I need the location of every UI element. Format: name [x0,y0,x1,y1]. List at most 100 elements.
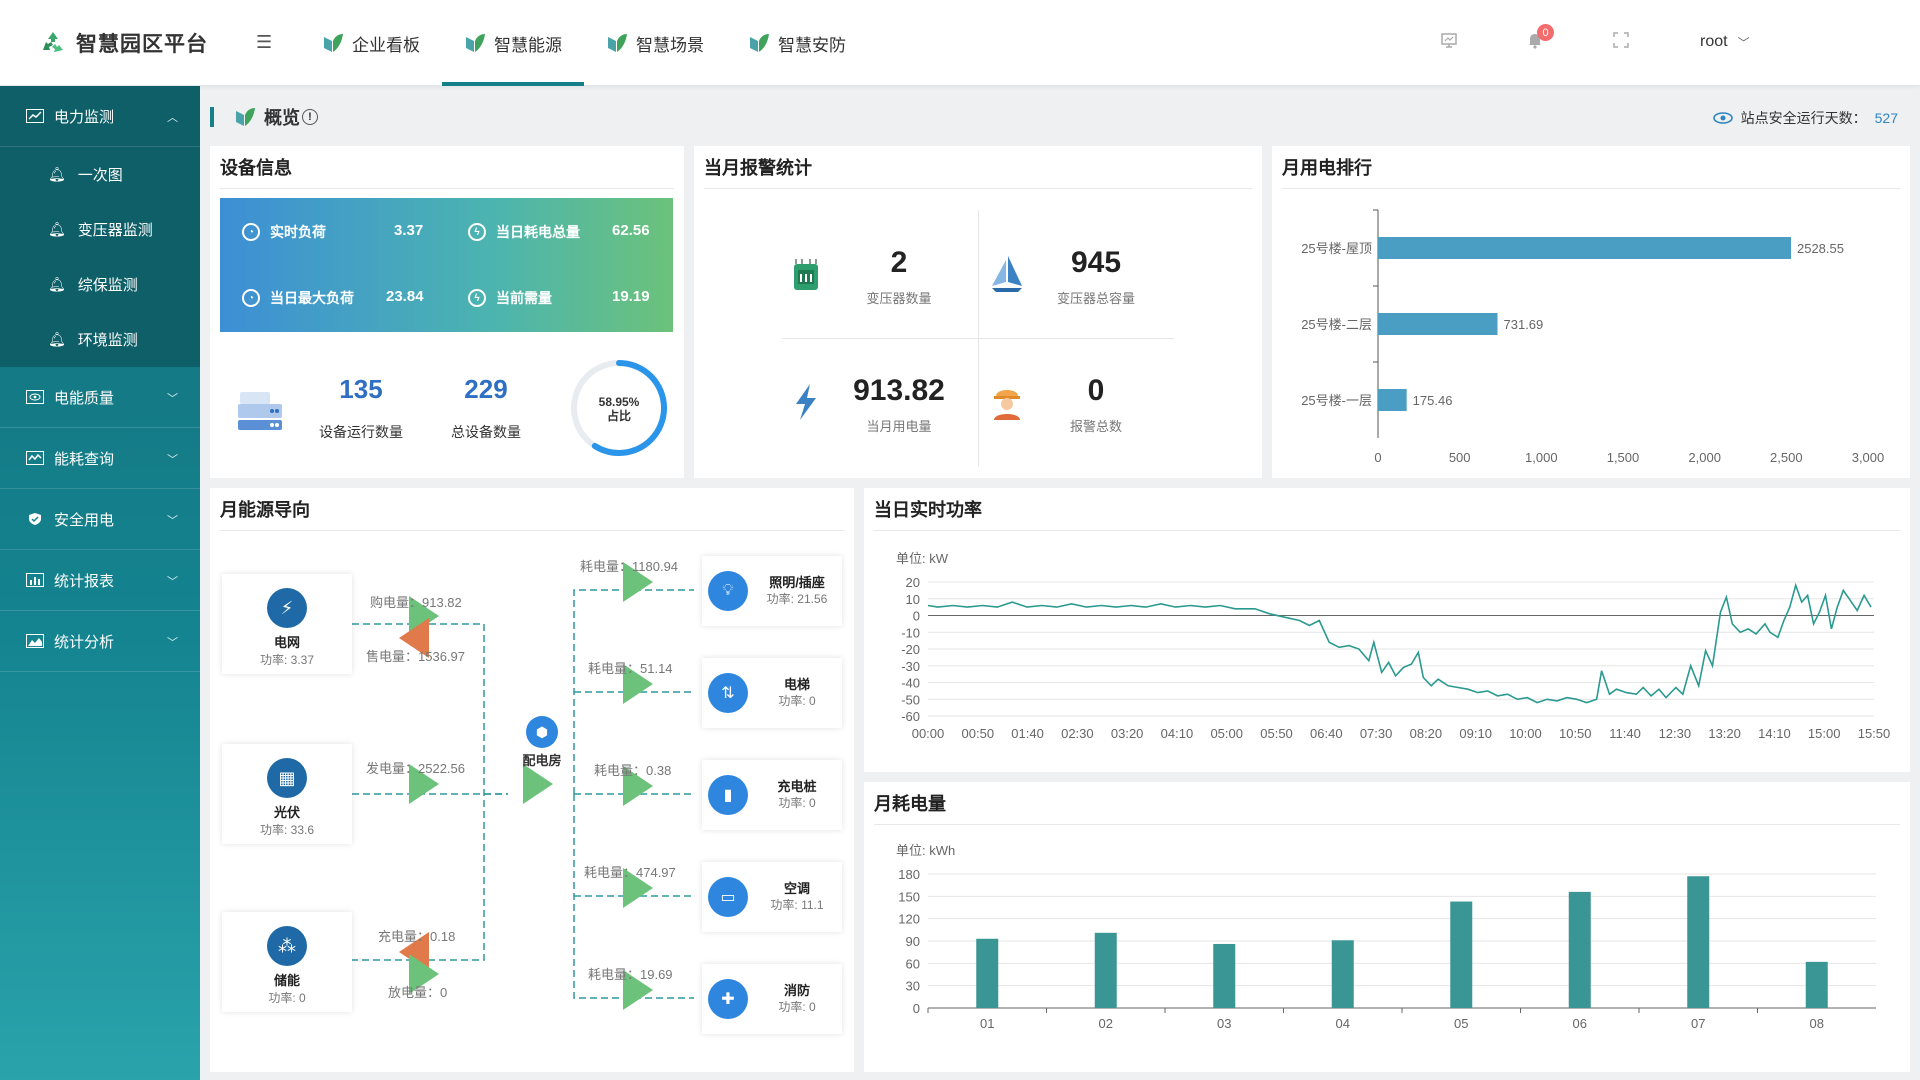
load-lighting[interactable]: 💡︎ 照明/插座 功率: 21.56 [702,556,842,626]
card-title: 当月报警统计 [704,158,812,178]
device-summary-panel: ◔ 实时负荷 3.37 ϟ 当日耗电总量 62.56 ◔ 当日最大负荷 23.84 ϟ… [220,198,673,332]
load-ac[interactable]: ▭ 空调 功率: 11.1 [702,862,842,932]
realtime-x-tick: 08:20 [1410,726,1443,741]
realtime-y-tick: 20 [906,575,920,590]
running-label: 设备运行数量 [319,424,403,440]
top-header: 智慧园区平台 ☰ 企业看板 智慧能源 智慧场景 智慧安防 0 root ﹀ [0,0,1920,86]
chevron-down-icon: ﹀ [167,393,178,405]
sidebar-item-power-monitor[interactable]: 电力监测 ︿ [0,86,200,147]
realtime-y-tick: -20 [901,642,920,657]
screen-icon[interactable] [1440,31,1458,54]
realtime-x-tick: 15:00 [1808,726,1841,741]
ranking-value-label: 175.46 [1413,393,1453,408]
app-logo[interactable]: 智慧园区平台 [40,28,208,58]
buy-label: 购电量：913.82 [370,595,462,610]
card-title: 月耗电量 [874,794,946,814]
flow-lines [352,562,694,1010]
realtime-unit-label: 单位: kW [896,551,949,566]
realtime-x-tick: 05:00 [1210,726,1243,741]
bell-icon: 🔔︎ [48,221,66,237]
sidebar-item-analysis[interactable]: 统计分析 ﹀ [0,611,200,672]
nav-smart-security[interactable]: 智慧安防 [726,0,868,86]
load-elevator[interactable]: ⇅ 电梯 功率: 0 [702,658,842,728]
ranking-value-label: 2528.55 [1797,241,1844,256]
safe-days-value: 527 [1874,110,1898,126]
card-title: 月用电排行 [1282,158,1372,178]
realtime-y-tick: -50 [901,692,920,707]
realtime-x-tick: 05:50 [1260,726,1293,741]
bell-icon: 🔔︎ [48,331,66,347]
sidebar-item-power-quality[interactable]: 电能质量 ﹀ [0,367,200,428]
cube-icon: ⬢ [526,716,558,748]
nav-smart-energy[interactable]: 智慧能源 [442,0,584,86]
monthly-y-tick: 60 [906,956,920,971]
hub-distribution-room[interactable]: ⬢ 配电房 [512,716,572,769]
realtime-x-tick: 14:10 [1758,726,1791,741]
sell-label: 售电量：1536.97 [366,649,465,664]
safe-days: 站点安全运行天数： 527 [1712,108,1898,128]
monthly-y-tick: 90 [906,934,920,949]
gauge-icon: ◔ [242,223,260,241]
sidebar-sub-item[interactable]: 🔔︎ 变压器监测 [48,221,153,239]
sidebar-item-reports[interactable]: 统计报表 ﹀ [0,550,200,611]
source-storage[interactable]: ⁂ 储能 功率: 0 [222,912,352,1012]
sidebar-sub-item[interactable]: 🔔︎ 一次图 [48,166,123,184]
bell-icon: 🔔︎ [48,166,66,182]
transformer-count: 2 [890,246,908,279]
consumption-charger: 耗电量：0.38 [594,763,672,778]
breadcrumb: 概览 ! 站点安全运行天数： 527 [210,100,1910,134]
monthly-y-tick: 0 [913,1001,920,1016]
nav-smart-scene[interactable]: 智慧场景 [584,0,726,86]
ranking-value-label: 731.69 [1504,317,1544,332]
card-title: 设备信息 [220,158,292,178]
ranking-bar [1378,389,1407,411]
air-conditioner-icon: ▭ [708,877,748,917]
running-count: 135 [339,374,383,404]
realtime-x-tick: 10:00 [1509,726,1542,741]
info-icon[interactable]: ! [302,109,318,125]
consumption-fire: 耗电量：19.69 [588,967,673,982]
realtime-x-tick: 11:40 [1609,726,1641,741]
load-fire[interactable]: ✚ 消防 功率: 0 [702,964,842,1034]
sidebar-sub-item[interactable]: 🔔︎ 综保监测 [48,276,138,294]
monthly-bar [1094,932,1117,1008]
fullscreen-icon[interactable] [1612,31,1630,54]
menu-toggle-icon[interactable]: ☰ [256,32,273,52]
monthly-x-tick: 01 [980,1016,994,1031]
monthly-y-tick: 150 [898,889,920,904]
sidebar-sub-item[interactable]: 🔔︎ 环境监测 [48,331,138,349]
consumption-ac: 耗电量：474.97 [584,865,676,880]
gauge-icon: ◔ [242,289,260,307]
eye-icon [26,390,44,404]
user-menu[interactable]: root ﹀ [1700,33,1750,51]
sidebar-item-safety[interactable]: 安全用电 ﹀ [0,489,200,550]
monthly-unit-label: 单位: kWh [896,843,955,858]
ranking-x-tick: 1,000 [1525,450,1558,465]
chevron-down-icon: ﹀ [167,637,178,649]
monthly-consumption-card: 月耗电量 单位: kWh 0 30 60 90 120 150 180 01 02 03 04 05 06… [864,782,1910,1072]
realtime-x-tick: 00:50 [962,726,995,741]
recycle-icon [43,32,63,52]
realtime-x-tick: 02:30 [1061,726,1094,741]
monthly-y-tick: 180 [898,867,920,882]
bell-icon: 🔔︎ [48,276,66,292]
leaf-icon [608,34,627,52]
nav-enterprise-board[interactable]: 企业看板 [300,0,442,86]
ranking-chart: 25号楼-屋顶 2528.55 25号楼-二层 731.69 25号楼-一层 175.46… [1301,209,1884,465]
monthly-bar [1805,961,1828,1008]
username: root [1700,33,1728,50]
consumption-elevator: 耗电量：51.14 [588,661,673,676]
worker-alarm-icon [994,390,1020,420]
sidebar-item-energy-query[interactable]: 能耗查询 ﹀ [0,428,200,489]
load-charger[interactable]: ▮ 充电桩 功率: 0 [702,760,842,830]
monthly-x-tick: 03 [1217,1016,1231,1031]
monthly-y-tick: 120 [898,912,920,927]
source-solar[interactable]: ▦ 光伏 功率: 33.6 [222,744,352,844]
ranking-category-label: 25号楼-一层 [1301,393,1372,408]
discharge-label: 放电量：0 [388,985,448,1000]
chart-line-icon [26,109,44,123]
app-title: 智慧园区平台 [76,33,208,56]
source-grid[interactable]: ⚡︎ 电网 功率: 3.37 [222,574,352,674]
charge-label: 充电量：0.18 [378,929,456,944]
ranking-bar [1378,237,1791,259]
